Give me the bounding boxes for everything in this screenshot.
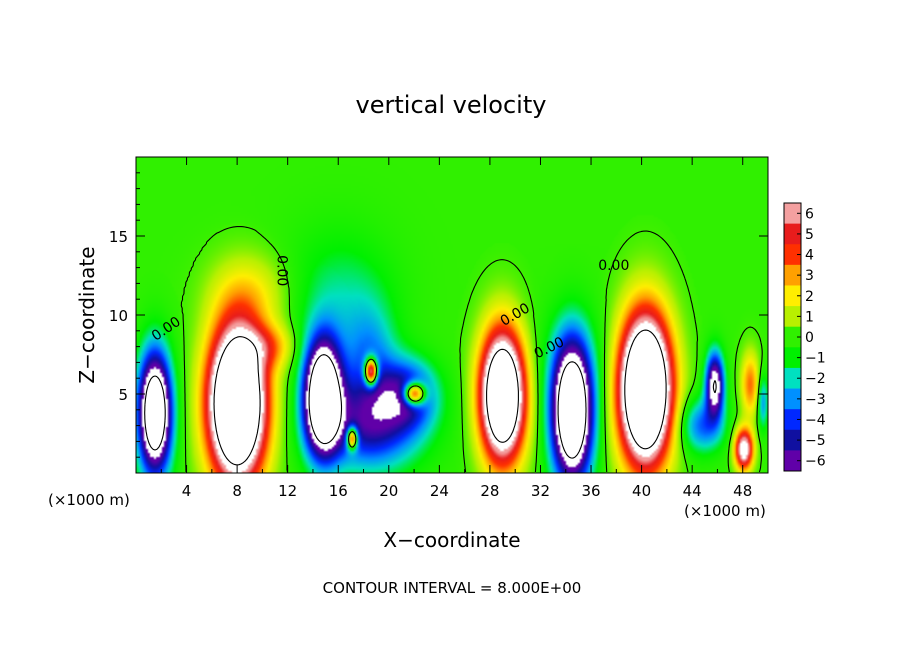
- colorbar-label: −1: [805, 351, 826, 367]
- colorbar-swatch: [784, 388, 801, 410]
- colorbar-label: −2: [805, 371, 826, 387]
- colorbar-label: 6: [805, 206, 814, 222]
- x-tick-label: 16: [329, 482, 348, 500]
- y-axis-ticks: 5 10 15: [109, 172, 768, 458]
- colorbar-swatch: [784, 326, 801, 348]
- colorbar-swatch: [784, 409, 801, 431]
- x-tick-label: 8: [232, 482, 242, 500]
- contour-lines: [144, 225, 763, 473]
- colorbar-label: 0: [805, 330, 814, 346]
- colorbar-swatch: [784, 244, 801, 266]
- velocity-field-heatmap: [136, 157, 768, 473]
- y-tick-label: 15: [109, 228, 128, 246]
- x-tick-label: 40: [632, 482, 651, 500]
- x-tick-label: 4: [182, 482, 192, 500]
- colorbar-swatch: [784, 264, 801, 286]
- colorbar-swatch: [784, 203, 801, 224]
- contour-line-zero: [180, 225, 763, 473]
- chart-title: vertical velocity: [356, 91, 547, 119]
- colorbar-label: 1: [805, 309, 814, 325]
- x-axis-label: X−coordinate: [383, 528, 520, 552]
- colorbar-label: −6: [805, 454, 826, 470]
- x-tick-label: 28: [480, 482, 499, 500]
- colorbar-swatch: [784, 347, 801, 369]
- colorbar-swatch: [784, 429, 801, 451]
- x-tick-label: 44: [683, 482, 702, 500]
- colorbar-label: 3: [805, 268, 814, 284]
- y-axis-label: Z−coordinate: [75, 246, 99, 383]
- colorbar: 6 5 4 3 2 1 0 −1 −2 −3 −4 −5 −6: [783, 202, 826, 472]
- contour-interval-note: CONTOUR INTERVAL = 8.000E+00: [323, 579, 582, 597]
- x-tick-label: 20: [379, 482, 398, 500]
- x-unit-label-right: (×1000 m): [684, 502, 766, 520]
- x-tick-label: 48: [733, 482, 752, 500]
- contour-label-2: 0.00: [273, 255, 289, 286]
- colorbar-label: −3: [805, 392, 826, 408]
- plot-area: 0.000.000.000.000.00: [135, 156, 769, 474]
- contour-line-positive: [213, 329, 667, 466]
- x-axis-ticks: 4 8 12 16 20 24 28 32 36 40 44 48: [160, 157, 752, 500]
- contour-label-4: 0.00: [598, 258, 629, 274]
- contour-line-negative: [144, 354, 717, 459]
- colorbar-swatch: [784, 285, 801, 307]
- x-tick-label: 32: [531, 482, 550, 500]
- x-tick-label: 24: [430, 482, 449, 500]
- colorbar-swatch: [784, 367, 801, 389]
- colorbar-label: −4: [805, 412, 826, 428]
- y-tick-label: 5: [118, 386, 128, 404]
- y-tick-label: 10: [109, 307, 128, 325]
- colorbar-label: −5: [805, 433, 826, 449]
- x-unit-label-left: (×1000 m): [48, 491, 130, 509]
- colorbar-label: 2: [805, 289, 814, 305]
- x-tick-label: 12: [278, 482, 297, 500]
- colorbar-swatch: [784, 450, 801, 472]
- colorbar-swatch: [784, 223, 801, 245]
- x-tick-label: 36: [581, 482, 600, 500]
- colorbar-label: 4: [805, 248, 814, 264]
- colorbar-swatch: [784, 306, 801, 327]
- colorbar-label: 5: [805, 227, 814, 243]
